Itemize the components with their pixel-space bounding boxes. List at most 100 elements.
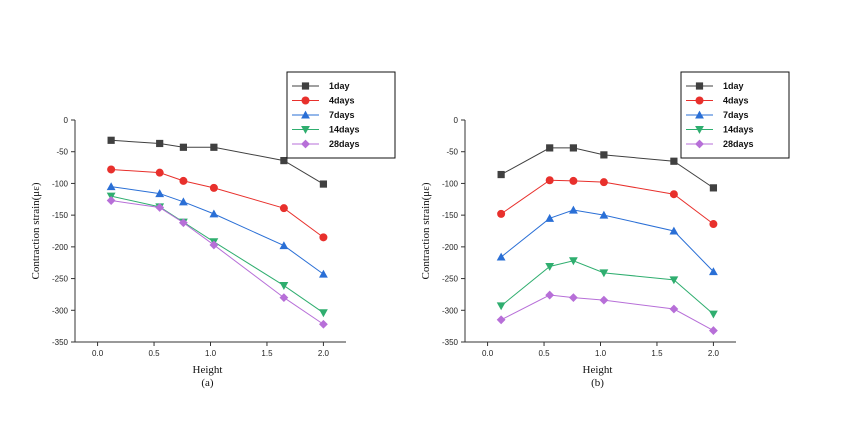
series-line-4days: [111, 168, 324, 238]
legend-item-14days: 14days: [292, 125, 360, 135]
series-14days: [496, 257, 718, 319]
legend-label: 14days: [723, 125, 754, 135]
data-point-28days: [179, 218, 188, 228]
y-axis-title: Contraction strain(με): [420, 182, 432, 279]
legend-marker: [301, 125, 310, 134]
panel-label: (b): [591, 377, 604, 389]
data-point-4days: [669, 190, 678, 199]
y-tick-label: -250: [52, 275, 69, 284]
y-tick-label: -200: [442, 243, 459, 252]
y-tick-label: -300: [442, 306, 459, 315]
data-point-28days: [496, 315, 506, 325]
x-tick-label: 1.5: [651, 349, 663, 358]
data-point-1day: [546, 144, 554, 152]
series-line-1day: [500, 147, 714, 189]
data-point-4days: [569, 176, 578, 185]
data-point-1day: [156, 139, 164, 148]
legend-marker: [301, 110, 310, 119]
data-point-4days: [599, 178, 608, 187]
legend-marker: [695, 139, 704, 149]
data-point-4days: [545, 176, 554, 185]
y-axis-title: Contraction strain(με): [30, 182, 42, 279]
data-point-28days: [155, 203, 165, 212]
y-tick-label: -50: [56, 148, 68, 157]
series-line-28days: [111, 200, 324, 325]
series-line-4days: [500, 179, 714, 225]
data-point-7days: [179, 197, 188, 206]
data-point-14days: [569, 257, 578, 266]
data-point-7days: [709, 267, 718, 276]
legend-item-14days: 14days: [686, 125, 754, 135]
panel-label: (a): [201, 377, 214, 389]
data-point-14days: [669, 276, 679, 285]
x-tick-label: 1.0: [595, 349, 607, 358]
legend-item-28days: 28days: [292, 139, 360, 149]
data-point-28days: [599, 295, 609, 305]
series-line-14days: [500, 260, 714, 315]
data-point-28days: [106, 196, 116, 205]
data-point-7days: [599, 210, 609, 219]
legend-label: 14days: [329, 125, 360, 135]
chart-panel-b: 0 -50 -100 -150 -200 -250 -300 -350 0.0 0.5 1.0 1.5…: [420, 71, 790, 389]
series-line-14days: [111, 195, 324, 314]
data-point-14days: [545, 263, 555, 271]
data-point-14days: [279, 282, 289, 290]
y-tick-label: -300: [52, 306, 69, 315]
y-tick-label: -350: [52, 338, 69, 347]
data-point-7days: [319, 269, 328, 278]
data-point-7days: [496, 252, 506, 261]
legend: 1day 4days 7days 14days 28days: [286, 71, 396, 159]
data-point-28days: [669, 304, 679, 314]
legend-item-1day: 1day: [686, 81, 744, 91]
series-28days: [496, 290, 718, 335]
data-point-7days: [155, 189, 165, 198]
legend-marker: [301, 139, 310, 149]
legend-item-4days: 4days: [292, 96, 355, 106]
legend-item-1day: 1day: [292, 81, 350, 91]
x-tick-label: 2.0: [318, 349, 330, 358]
legend-item-28days: 28days: [686, 139, 754, 149]
legend-marker: [695, 110, 704, 119]
y-tick-label: -50: [446, 148, 458, 157]
series-1day: [107, 136, 328, 188]
legend-label: 7days: [329, 110, 355, 120]
data-point-7days: [545, 213, 555, 222]
data-point-4days: [107, 165, 116, 174]
data-point-1day: [280, 156, 288, 165]
x-tick-label: 1.0: [205, 349, 217, 358]
data-point-14days: [496, 302, 506, 311]
y-tick-label: -100: [442, 179, 459, 188]
data-point-4days: [155, 168, 164, 177]
data-point-4days: [319, 233, 328, 242]
data-point-4days: [497, 209, 506, 218]
data-point-28days: [709, 326, 718, 335]
data-point-28days: [569, 293, 578, 302]
data-point-4days: [709, 220, 718, 229]
series-line-1day: [111, 139, 324, 185]
data-point-1day: [569, 144, 577, 152]
data-point-28days: [279, 293, 289, 302]
x-tick-label: 0.0: [482, 349, 494, 358]
series-28days: [106, 196, 328, 329]
legend-label: 28days: [723, 139, 754, 149]
series-7days: [496, 205, 718, 276]
x-tick-label: 0.5: [538, 349, 550, 358]
y-tick-label: -150: [442, 211, 459, 220]
x-tick-label: 0.5: [148, 349, 160, 358]
data-point-14days: [319, 309, 328, 318]
data-point-4days: [209, 183, 218, 192]
data-point-4days: [279, 204, 288, 213]
data-point-14days: [599, 269, 609, 278]
x-tick-label: 1.5: [261, 349, 273, 358]
y-tick-label: -250: [442, 275, 459, 284]
data-point-7days: [106, 182, 116, 191]
data-point-1day: [179, 143, 187, 151]
legend-label: 7days: [723, 110, 749, 120]
legend-marker: [301, 96, 310, 105]
data-point-7days: [279, 241, 289, 250]
x-axis-title: Height: [193, 364, 223, 376]
legend-label: 28days: [329, 139, 360, 149]
legend-label: 1day: [329, 81, 350, 91]
data-point-1day: [600, 151, 608, 159]
data-point-1day: [319, 180, 328, 188]
